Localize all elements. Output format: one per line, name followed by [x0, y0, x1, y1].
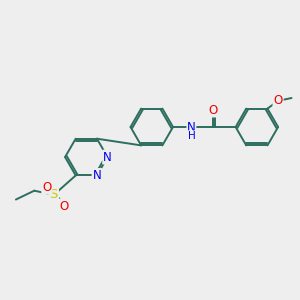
Text: N: N	[187, 121, 196, 134]
Text: S: S	[50, 188, 58, 201]
Text: N: N	[103, 151, 112, 164]
Text: O: O	[274, 94, 283, 107]
Text: O: O	[59, 200, 68, 212]
Text: O: O	[208, 103, 217, 116]
Text: N: N	[92, 169, 101, 182]
Text: H: H	[188, 131, 195, 141]
Text: O: O	[42, 181, 52, 194]
